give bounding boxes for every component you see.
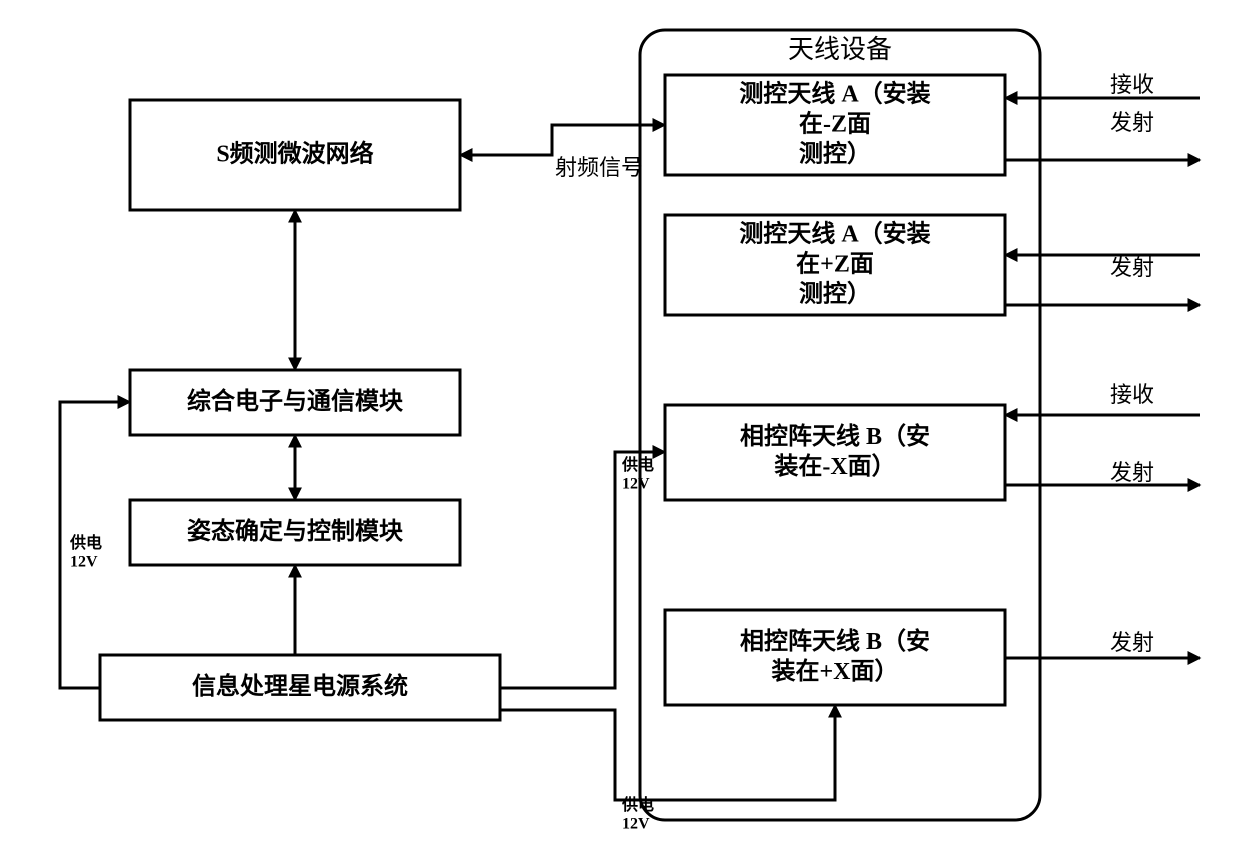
node-adcs-label-0: 姿态确定与控制模块 [187,517,403,545]
node-sband: S频测微波网络 [130,100,460,210]
edge-sband-antA1 [460,125,665,155]
node-antA1-label-0: 测控天线 A（安装 [739,80,930,108]
node-antA1: 测控天线 A（安装在-Z面测控） [665,75,1005,175]
node-antB2: 相控阵天线 B（安装在+X面） [665,610,1005,705]
node-elec: 综合电子与通信模块 [130,370,460,435]
node-antB1: 相控阵天线 B（安装在-X面） [665,405,1005,500]
edge-power-antB2 [500,705,835,800]
node-power-label-0: 信息处理星电源系统 [192,672,408,700]
diagram-canvas: 天线设备 S频测微波网络综合电子与通信模块姿态确定与控制模块信息处理星电源系统 测控… [0,0,1240,860]
node-elec-label-0: 综合电子与通信模块 [187,387,403,415]
label-pwr_left-0: 供电 [69,533,102,552]
label-tx1: 发射 [1110,110,1154,135]
node-antA1-label-2: 测控） [799,140,871,168]
label-tx3: 发射 [1110,460,1154,485]
label-pwr_bot-1: 12V [622,815,650,832]
node-antA2-label-2: 测控） [799,280,871,308]
label-rx1: 接收 [1110,72,1154,97]
node-antB2-label-1: 装在+X面） [771,657,898,685]
node-power: 信息处理星电源系统 [100,655,500,720]
node-antA2-label-1: 在+Z面 [796,250,874,278]
label-rx3: 接收 [1110,382,1154,407]
antenna-equipment-title: 天线设备 [788,35,892,64]
node-sband-label-0: S频测微波网络 [216,140,373,168]
label-rf: 射频信号 [555,155,643,180]
label-tx2: 发射 [1110,255,1154,280]
node-antB1-label-1: 装在-X面） [774,452,895,480]
node-antA1-label-1: 在-Z面 [799,110,871,138]
label-tx4: 发射 [1110,630,1154,655]
node-adcs: 姿态确定与控制模块 [130,500,460,565]
label-pwr_mid-1: 12V [622,475,650,492]
label-pwr_mid-0: 供电 [621,455,654,474]
node-antB2-label-0: 相控阵天线 B（安 [740,627,930,655]
label-pwr_left-1: 12V [70,553,98,570]
label-pwr_bot-0: 供电 [621,795,654,814]
node-antA2-label-0: 测控天线 A（安装 [739,220,930,248]
node-antB1-label-0: 相控阵天线 B（安 [740,422,930,450]
node-antA2: 测控天线 A（安装在+Z面测控） [665,215,1005,315]
